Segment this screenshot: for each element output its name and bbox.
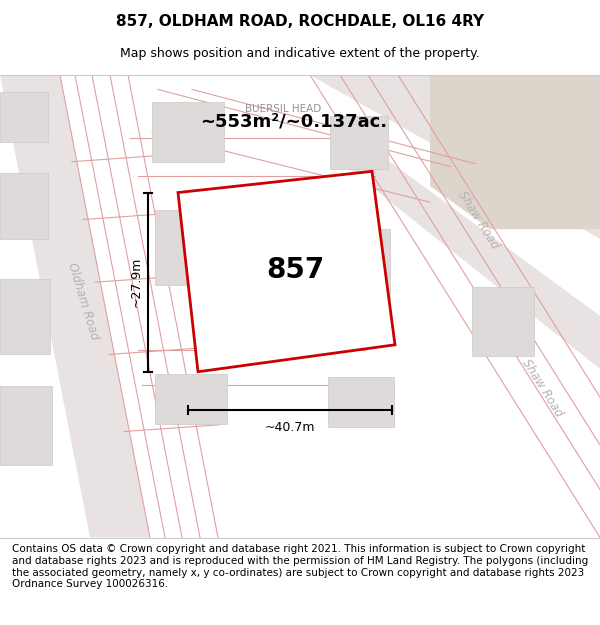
Bar xyxy=(155,374,227,424)
Polygon shape xyxy=(340,162,600,369)
Text: Contains OS data © Crown copyright and database right 2021. This information is : Contains OS data © Crown copyright and d… xyxy=(12,544,588,589)
Polygon shape xyxy=(430,75,600,229)
Bar xyxy=(0,386,52,465)
Bar xyxy=(0,92,48,142)
Text: ~27.9m: ~27.9m xyxy=(130,257,143,308)
Polygon shape xyxy=(310,75,600,239)
Polygon shape xyxy=(178,171,395,372)
Text: Shaw Road: Shaw Road xyxy=(519,357,565,419)
Bar xyxy=(328,377,394,427)
Bar xyxy=(0,173,48,239)
Text: Shaw Road: Shaw Road xyxy=(455,188,501,251)
Bar xyxy=(0,279,50,354)
Text: 857, OLDHAM ROAD, ROCHDALE, OL16 4RY: 857, OLDHAM ROAD, ROCHDALE, OL16 4RY xyxy=(116,14,484,29)
Bar xyxy=(472,287,534,356)
Polygon shape xyxy=(0,75,150,538)
Text: ~553m²/~0.137ac.: ~553m²/~0.137ac. xyxy=(200,112,387,130)
Text: Oldham Road: Oldham Road xyxy=(65,261,101,342)
Bar xyxy=(328,229,390,299)
Text: ~40.7m: ~40.7m xyxy=(265,421,315,434)
Bar xyxy=(152,102,224,162)
Bar xyxy=(330,116,388,169)
Text: BUERSIL HEAD: BUERSIL HEAD xyxy=(245,104,321,114)
Text: 857: 857 xyxy=(266,256,325,284)
Text: Map shows position and indicative extent of the property.: Map shows position and indicative extent… xyxy=(120,48,480,61)
Bar xyxy=(155,210,223,285)
